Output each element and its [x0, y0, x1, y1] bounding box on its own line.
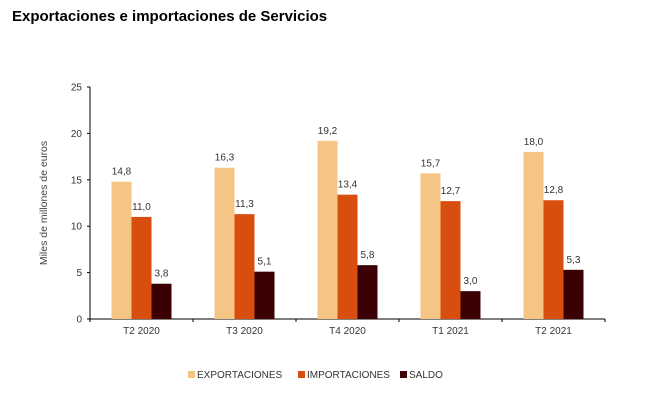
bar-exportaciones: [523, 151, 544, 319]
bar-saldo: [254, 271, 275, 319]
data-label: 3,8: [155, 269, 169, 280]
data-label: 5,1: [258, 257, 272, 268]
bar-exportaciones: [111, 181, 132, 319]
data-labels: 14,8 16,3 19,2 15,7 18,0 11,0 11,3 13,4 12,7 12,8…: [112, 126, 581, 287]
data-label: 18,0: [524, 137, 544, 148]
legend: EXPORTACIONES IMPORTACIONES SALDO: [188, 370, 443, 381]
bars: [111, 140, 584, 319]
legend-swatch: [298, 371, 305, 378]
bar-exportaciones: [214, 167, 235, 319]
data-label: 5,8: [361, 250, 375, 261]
bar-importaciones: [234, 214, 255, 319]
data-label: 12,8: [544, 185, 564, 196]
data-label: 11,0: [132, 202, 151, 213]
data-label: 19,2: [318, 126, 338, 137]
data-label: 16,3: [215, 153, 235, 164]
bar-exportaciones: [317, 140, 338, 319]
x-tick-label: T2 2020: [123, 326, 160, 337]
x-tick-label: T3 2020: [226, 326, 263, 337]
y-tick-label: 10: [71, 222, 83, 233]
bar-saldo: [151, 283, 172, 319]
data-label: 13,4: [338, 180, 358, 191]
chart-title: Exportaciones e importaciones de Servici…: [12, 8, 328, 25]
bar-saldo: [357, 265, 378, 319]
bar-saldo: [460, 291, 481, 319]
bar-importaciones: [543, 200, 564, 319]
legend-swatch: [400, 371, 407, 378]
bar-importaciones: [337, 194, 358, 319]
x-axis: T2 2020 T3 2020 T4 2020 T1 2021 T2 2021: [89, 318, 606, 337]
legend-label: EXPORTACIONES: [197, 370, 283, 381]
legend-label: IMPORTACIONES: [307, 370, 390, 381]
y-tick-label: 5: [76, 268, 82, 279]
bar-saldo: [563, 269, 584, 319]
data-label: 15,7: [421, 158, 441, 169]
data-label: 5,3: [567, 255, 581, 266]
y-axis: 0 5 10 15 20 25: [71, 83, 91, 326]
legend-swatch: [188, 371, 195, 378]
legend-label: SALDO: [409, 370, 443, 381]
y-tick-label: 0: [76, 315, 82, 326]
data-label: 14,8: [112, 167, 132, 178]
data-label: 11,3: [235, 199, 254, 210]
x-tick-label: T2 2021: [535, 326, 572, 337]
bar-exportaciones: [420, 173, 441, 319]
bar-importaciones: [440, 201, 461, 319]
bar-importaciones: [131, 216, 152, 319]
x-tick-label: T4 2020: [329, 326, 366, 337]
y-axis-title: Miles de millones de euros: [38, 141, 50, 265]
y-tick-label: 15: [71, 175, 83, 186]
y-tick-label: 20: [71, 129, 83, 140]
y-tick-label: 25: [71, 83, 83, 94]
data-label: 3,0: [464, 276, 478, 287]
x-tick-label: T1 2021: [432, 326, 469, 337]
data-label: 12,7: [441, 186, 461, 197]
